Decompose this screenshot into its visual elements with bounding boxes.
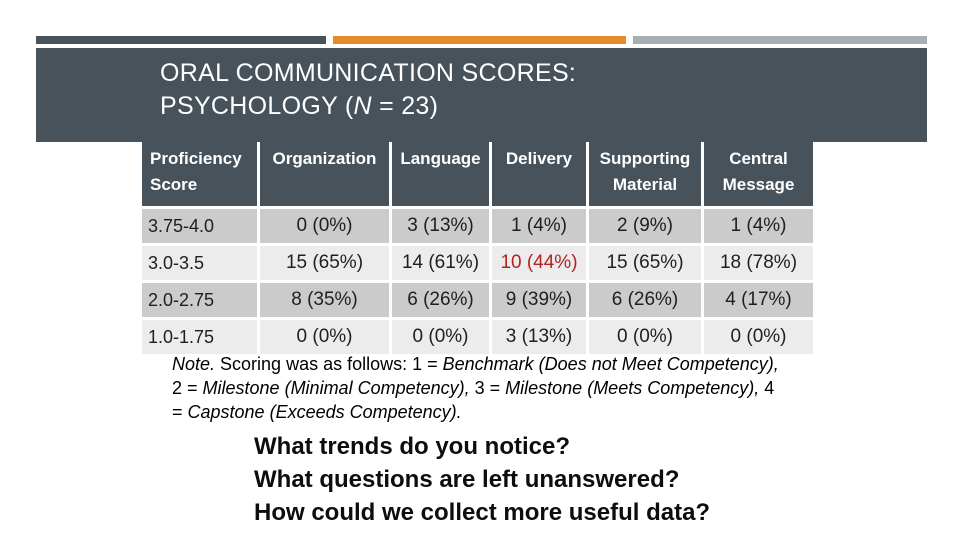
table-row: 3.75-4.0 0 (0%) 3 (13%) 1 (4%) 2 (9%) 1 …	[142, 209, 813, 243]
table-row: 2.0-2.75 8 (35%) 6 (26%) 9 (39%) 6 (26%)…	[142, 283, 813, 317]
question-line: What trends do you notice?	[254, 433, 570, 460]
score-cell: 15 (65%)	[260, 246, 389, 280]
row-label-cell: 3.75-4.0	[142, 209, 257, 243]
table-header-row: Proficiency Score Organization Language …	[142, 141, 813, 206]
row-label-cell: 3.0-3.5	[142, 246, 257, 280]
note-text: Note. Scoring was as follows: 1 = Benchm…	[172, 352, 862, 424]
column-header-supporting-material: Supporting Material	[589, 141, 701, 206]
score-cell: 15 (65%)	[589, 246, 701, 280]
score-cell: 0 (0%)	[589, 320, 701, 354]
score-cell: 18 (78%)	[704, 246, 813, 280]
row-label-cell: 1.0-1.75	[142, 320, 257, 354]
score-cell: 0 (0%)	[704, 320, 813, 354]
note-segment: Note.	[172, 354, 216, 374]
score-cell: 1 (4%)	[492, 209, 586, 243]
discussion-questions: What trends do you notice? What question…	[254, 430, 710, 529]
score-cell: 3 (13%)	[492, 320, 586, 354]
score-cell: 9 (39%)	[492, 283, 586, 317]
note-line: Note. Scoring was as follows: 1 = Benchm…	[172, 352, 862, 376]
title-line2-post: = 23)	[371, 92, 439, 120]
note-segment: Benchmark (Does not Meet Competency),	[442, 354, 779, 374]
note-segment: Milestone (Minimal Competency),	[202, 378, 470, 398]
note-line: = Capstone (Exceeds Competency).	[172, 400, 862, 424]
question-line: How could we collect more useful data?	[254, 499, 711, 526]
note-segment: 2 =	[172, 378, 203, 398]
note-segment: 4	[759, 378, 775, 398]
score-cell: 0 (0%)	[392, 320, 489, 354]
score-cell: 6 (26%)	[589, 283, 701, 317]
score-cell: 4 (17%)	[704, 283, 813, 317]
accent-bar-orange	[333, 36, 626, 44]
title-line2-n-italic: N	[353, 92, 372, 120]
accent-bar-dark	[36, 36, 326, 44]
slide-title-line1: ORAL COMMUNICATION SCORES:	[160, 59, 577, 87]
score-cell-highlighted: 10 (44%)	[492, 246, 586, 280]
score-cell: 6 (26%)	[392, 283, 489, 317]
accent-bar-gray	[633, 36, 927, 44]
note-segment: 3 =	[469, 378, 506, 398]
score-cell: 14 (61%)	[392, 246, 489, 280]
note-segment: =	[172, 402, 188, 422]
slide-title-line2: PSYCHOLOGY (N = 23)	[160, 90, 927, 123]
scores-table: Proficiency Score Organization Language …	[139, 138, 816, 357]
row-label-cell: 2.0-2.75	[142, 283, 257, 317]
title-box: ORAL COMMUNICATION SCORES: PSYCHOLOGY (N…	[36, 48, 927, 142]
score-cell: 2 (9%)	[589, 209, 701, 243]
note-segment: Scoring was as follows: 1 =	[215, 354, 443, 374]
score-cell: 8 (35%)	[260, 283, 389, 317]
column-header-proficiency-score: Proficiency Score	[142, 141, 257, 206]
column-header-organization: Organization	[260, 141, 389, 206]
score-cell: 3 (13%)	[392, 209, 489, 243]
table-row: 1.0-1.75 0 (0%) 0 (0%) 3 (13%) 0 (0%) 0 …	[142, 320, 813, 354]
score-cell: 0 (0%)	[260, 320, 389, 354]
score-cell: 1 (4%)	[704, 209, 813, 243]
column-header-delivery: Delivery	[492, 141, 586, 206]
note-segment: Capstone (Exceeds Competency).	[187, 402, 462, 422]
note-segment: Milestone (Meets Competency),	[505, 378, 760, 398]
table-row: 3.0-3.5 15 (65%) 14 (61%) 10 (44%) 15 (6…	[142, 246, 813, 280]
score-cell: 0 (0%)	[260, 209, 389, 243]
column-header-central-message: Central Message	[704, 141, 813, 206]
note-line: 2 = Milestone (Minimal Competency), 3 = …	[172, 376, 862, 400]
question-line: What questions are left unanswered?	[254, 466, 680, 493]
title-line2-pre: PSYCHOLOGY (	[160, 92, 354, 120]
column-header-language: Language	[392, 141, 489, 206]
